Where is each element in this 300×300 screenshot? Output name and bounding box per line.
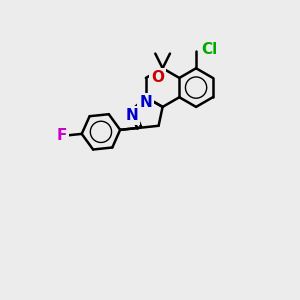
Text: N: N (140, 95, 152, 110)
Text: Cl: Cl (201, 42, 218, 57)
Text: N: N (125, 108, 138, 123)
Text: F: F (57, 128, 67, 143)
Text: O: O (151, 70, 164, 86)
